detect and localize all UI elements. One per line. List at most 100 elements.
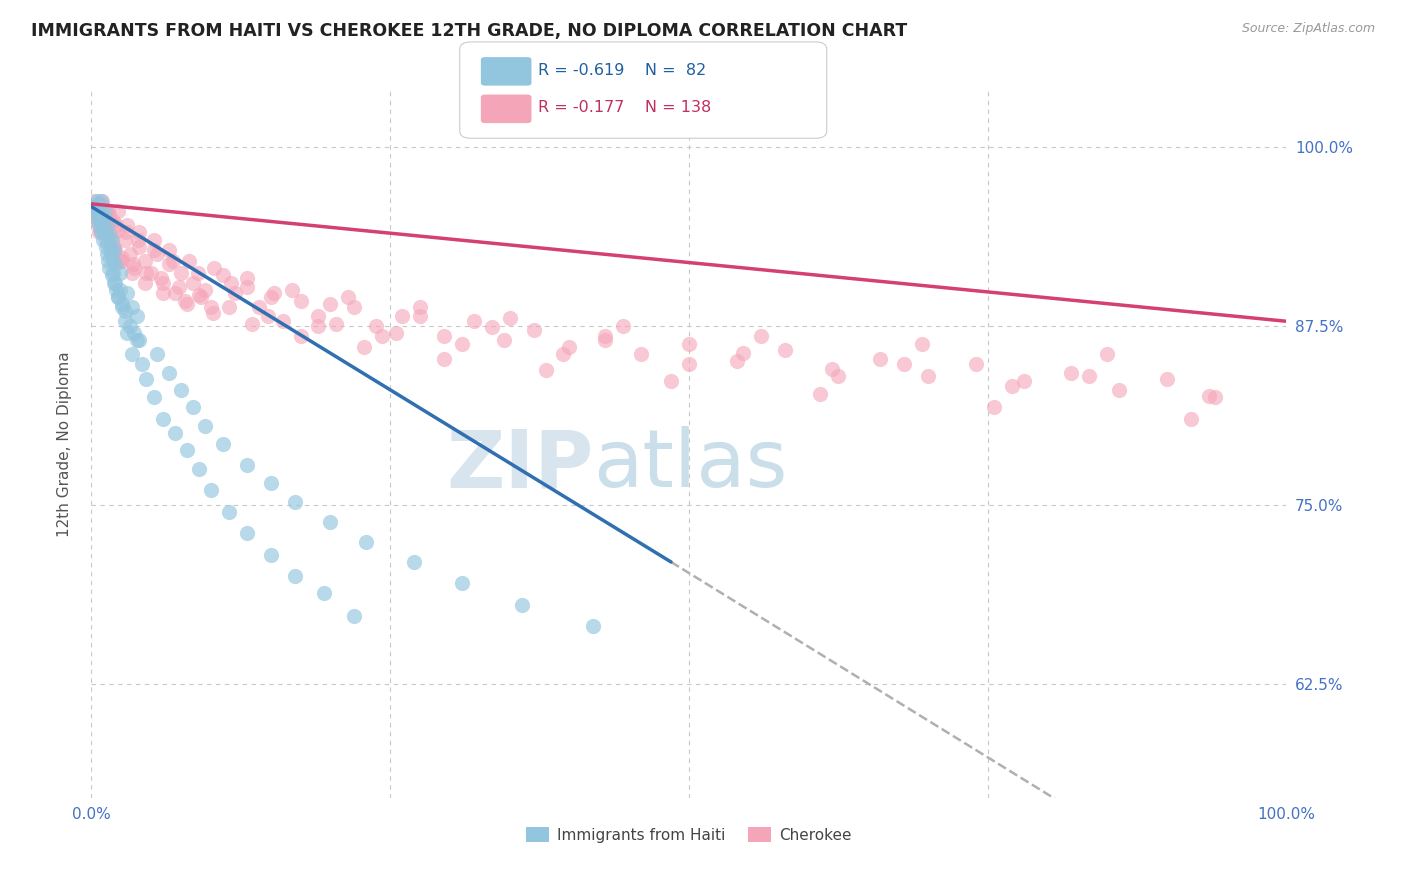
Point bbox=[121, 300, 143, 314]
Point bbox=[263, 285, 285, 300]
Point bbox=[84, 214, 107, 228]
Point bbox=[98, 228, 121, 243]
Point bbox=[593, 328, 616, 343]
Point bbox=[115, 226, 138, 240]
Text: Source: ZipAtlas.com: Source: ZipAtlas.com bbox=[1241, 22, 1375, 36]
Point bbox=[90, 222, 112, 236]
Point bbox=[96, 247, 118, 261]
Point bbox=[149, 271, 172, 285]
Text: ZIP: ZIP bbox=[446, 426, 593, 504]
Point bbox=[337, 290, 360, 304]
Point bbox=[94, 228, 117, 243]
Text: R = -0.619    N =  82: R = -0.619 N = 82 bbox=[538, 63, 707, 78]
Point bbox=[90, 196, 112, 211]
Point bbox=[115, 219, 138, 233]
Point bbox=[170, 383, 193, 397]
Point bbox=[433, 351, 456, 366]
Point bbox=[1108, 383, 1130, 397]
Point bbox=[983, 401, 1005, 415]
Point bbox=[200, 300, 222, 314]
Point bbox=[122, 257, 145, 271]
Point bbox=[194, 283, 217, 297]
Point bbox=[284, 495, 307, 509]
Point bbox=[152, 276, 174, 290]
Point bbox=[93, 211, 114, 226]
Point bbox=[104, 276, 127, 290]
Point bbox=[135, 266, 157, 280]
Point bbox=[354, 535, 377, 549]
Point bbox=[235, 458, 259, 472]
Point bbox=[235, 271, 259, 285]
Point bbox=[83, 200, 105, 214]
Point bbox=[91, 214, 114, 228]
Point bbox=[523, 323, 546, 337]
Point bbox=[114, 233, 136, 247]
Point bbox=[97, 204, 120, 219]
Point bbox=[142, 233, 165, 247]
Text: atlas: atlas bbox=[593, 426, 787, 504]
Point bbox=[157, 366, 180, 380]
Point bbox=[157, 243, 180, 257]
Point bbox=[271, 314, 294, 328]
Point bbox=[108, 266, 131, 280]
Point bbox=[111, 252, 134, 266]
Point bbox=[125, 309, 148, 323]
Point bbox=[146, 347, 169, 361]
Point bbox=[111, 297, 134, 311]
Point bbox=[163, 425, 186, 440]
Text: R = -0.177    N = 138: R = -0.177 N = 138 bbox=[538, 101, 711, 115]
Point bbox=[97, 254, 120, 268]
Point bbox=[89, 222, 111, 236]
Point bbox=[87, 226, 110, 240]
Point bbox=[101, 214, 124, 228]
Point bbox=[146, 247, 169, 261]
Point bbox=[84, 204, 107, 219]
Point bbox=[107, 204, 129, 219]
Point bbox=[86, 211, 108, 226]
Point bbox=[1078, 368, 1101, 383]
Point bbox=[110, 254, 132, 268]
Point bbox=[218, 300, 240, 314]
Point bbox=[678, 357, 700, 371]
Point bbox=[1060, 366, 1083, 380]
Point bbox=[94, 233, 117, 247]
Point bbox=[121, 347, 143, 361]
Point bbox=[371, 328, 394, 343]
Point bbox=[659, 375, 682, 389]
Point bbox=[135, 371, 157, 385]
Point bbox=[111, 300, 134, 314]
Point bbox=[259, 548, 281, 562]
Point bbox=[187, 266, 209, 280]
Point bbox=[433, 328, 456, 343]
Point bbox=[869, 351, 891, 366]
Point bbox=[917, 368, 939, 383]
Point bbox=[314, 586, 336, 600]
Point bbox=[1097, 347, 1119, 361]
Point bbox=[463, 314, 485, 328]
Point bbox=[96, 219, 118, 233]
Point bbox=[131, 357, 153, 371]
Point bbox=[100, 243, 122, 257]
Point bbox=[187, 288, 211, 302]
Point bbox=[181, 401, 204, 415]
Point bbox=[128, 240, 150, 254]
Point bbox=[163, 285, 186, 300]
Point bbox=[94, 240, 117, 254]
Point bbox=[194, 418, 217, 433]
Point bbox=[134, 276, 156, 290]
Point bbox=[821, 361, 844, 376]
Point bbox=[115, 285, 138, 300]
Point bbox=[93, 204, 115, 219]
Point bbox=[1204, 390, 1226, 404]
Point bbox=[364, 318, 387, 333]
Point bbox=[630, 347, 652, 361]
Point bbox=[93, 200, 114, 214]
Point bbox=[84, 200, 107, 214]
Point bbox=[187, 462, 211, 476]
Point bbox=[773, 343, 796, 357]
Point bbox=[157, 257, 180, 271]
Point bbox=[93, 222, 115, 236]
Point bbox=[114, 304, 136, 318]
Point bbox=[325, 317, 347, 331]
Point bbox=[492, 333, 515, 347]
